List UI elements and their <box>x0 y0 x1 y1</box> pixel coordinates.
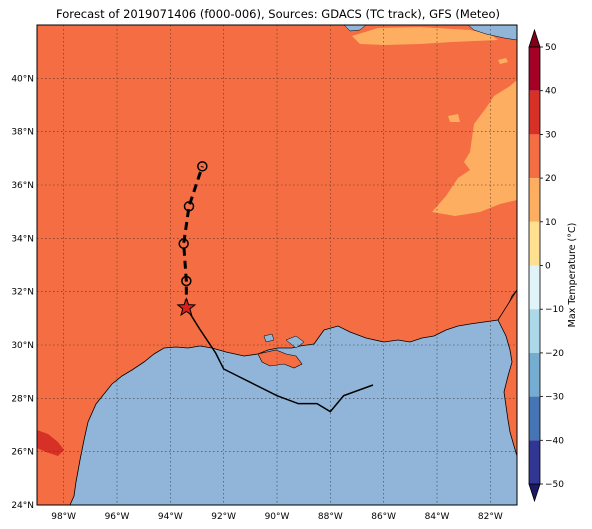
lake-michigan <box>343 25 367 32</box>
colorbar-band <box>529 396 540 441</box>
colorbar-band <box>529 309 540 353</box>
colorbar-band <box>529 440 540 484</box>
cool-band-north <box>352 27 498 45</box>
colorbar-tick-label: −50 <box>545 480 564 490</box>
lat-tick-label: 24°N <box>11 501 34 511</box>
lat-tick-label: 28°N <box>11 394 34 404</box>
colorbar-tick-label: 20 <box>545 174 557 184</box>
colorbar: 50 40 30 20 10 0 −10 −20 −30 −40 −50 <box>528 28 564 503</box>
colorbar-under-triangle <box>528 483 541 503</box>
lon-tick-label: 86°W <box>371 512 396 522</box>
colorbar-band <box>529 352 540 397</box>
colorbar-band <box>529 221 540 266</box>
colorbar-tick-label: −20 <box>545 349 564 359</box>
colorbar-tick-label: 50 <box>545 43 557 53</box>
lon-tick-label: 92°W <box>211 512 236 522</box>
colorbar-tick-label: 40 <box>545 87 557 97</box>
colorbar-tick-label: 10 <box>545 218 557 228</box>
map-area <box>37 25 517 505</box>
forecast-position-marker <box>197 161 208 172</box>
lake-erie <box>467 25 517 41</box>
colorbar-tick-label: −30 <box>545 393 564 403</box>
colorbar-band <box>529 134 540 179</box>
lat-tick-label: 36°N <box>11 181 34 191</box>
colorbar-tick-label: −40 <box>545 436 564 446</box>
colorbar-band <box>529 265 540 310</box>
tropical-cyclone-track <box>176 161 374 413</box>
lat-tick-label: 34°N <box>11 234 34 244</box>
cool-patch <box>448 114 460 122</box>
map-frame <box>36 24 518 506</box>
cool-band-east <box>432 80 517 216</box>
warm-strip-sw <box>37 430 64 456</box>
forecast-position-marker <box>183 201 195 212</box>
lat-tick-label: 40°N <box>11 74 34 84</box>
track-forecast-line <box>182 165 204 308</box>
lon-tick-label: 84°W <box>425 512 450 522</box>
lat-tick-label: 30°N <box>11 341 34 351</box>
colorbar-tick-label: 30 <box>545 130 557 140</box>
coastal-lake <box>263 333 275 343</box>
colorbar-label: Max Temperature (°C) <box>567 223 578 328</box>
cool-patch-2 <box>498 58 508 64</box>
longitude-tick-labels: 98°W 96°W 94°W 92°W 90°W 88°W 86°W 84°W 82°W <box>51 512 503 522</box>
colorbar-band <box>529 47 540 91</box>
colorbar-over-triangle <box>528 28 541 48</box>
lon-tick-label: 94°W <box>158 512 183 522</box>
florida-land <box>497 289 517 457</box>
colorbar-tick-label: 0 <box>545 262 551 272</box>
figure-title: Forecast of 2019071406 (f000-006), Sourc… <box>56 7 500 21</box>
lon-tick-label: 98°W <box>51 512 76 522</box>
colorbar-band <box>529 178 540 222</box>
lon-tick-label: 82°W <box>478 512 503 522</box>
lat-tick-label: 32°N <box>11 288 34 298</box>
lat-tick-label: 38°N <box>11 128 34 138</box>
lake-pontchartrain <box>285 335 305 349</box>
colorbar-band <box>529 90 540 135</box>
lon-tick-label: 88°W <box>318 512 343 522</box>
mississippi-delta <box>257 349 303 369</box>
lon-tick-label: 96°W <box>105 512 130 522</box>
current-position-star <box>176 297 197 317</box>
track-past-line <box>185 307 374 413</box>
grid-lines <box>37 25 517 505</box>
colorbar-tick-label: −10 <box>545 305 564 315</box>
lat-tick-label: 26°N <box>11 448 34 458</box>
forecast-position-marker <box>181 275 192 287</box>
lon-tick-label: 90°W <box>265 512 290 522</box>
forecast-position-marker <box>178 238 189 249</box>
latitude-tick-labels: 24°N 26°N 28°N 30°N 32°N 34°N 36°N 38°N 40°N <box>11 74 34 511</box>
